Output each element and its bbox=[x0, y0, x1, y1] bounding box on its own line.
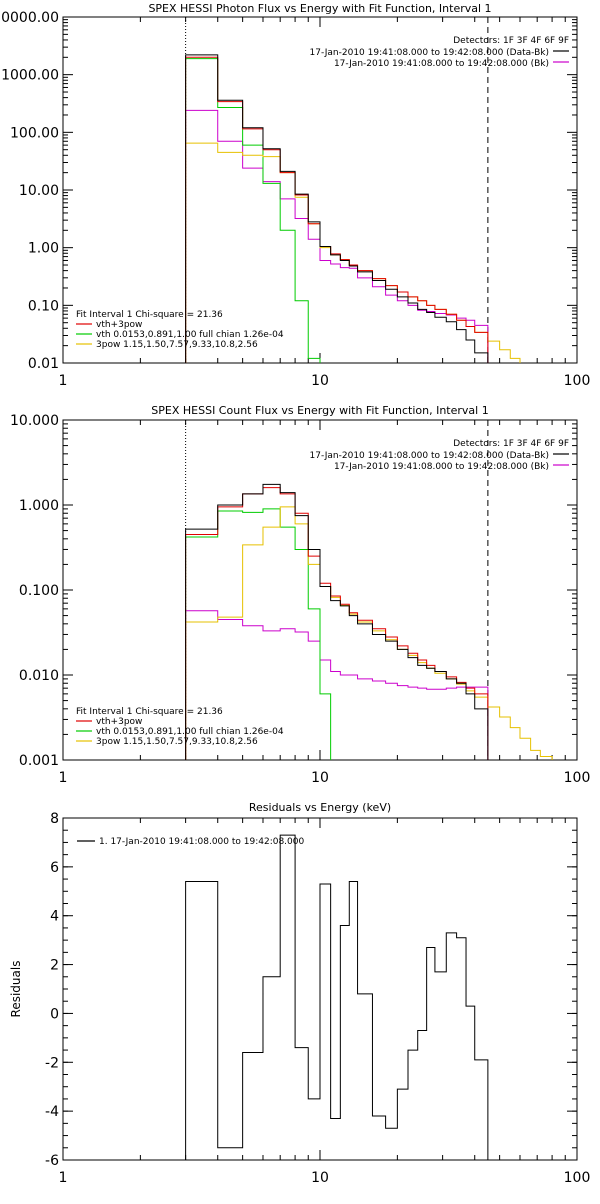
y-tick-label: 1000.00 bbox=[1, 68, 59, 84]
series-power-line bbox=[185, 142, 521, 363]
legend-right-entry-label: 17-Jan-2010 19:41:08.000 to 19:42:08.000… bbox=[310, 48, 549, 58]
series-total-line bbox=[185, 487, 489, 760]
legend-left-entry-label: vth+3pow bbox=[96, 320, 142, 330]
y-tick-label: 1.00 bbox=[28, 241, 59, 257]
series-data-line bbox=[185, 483, 489, 760]
legend-left-entry-label: 3pow 1.15,1.50,7.57,9.33,10.8,2.56 bbox=[96, 340, 258, 350]
legend-left-entry-label: vth+3pow bbox=[96, 717, 142, 727]
y-tick-label: 10.000 bbox=[10, 413, 59, 429]
legend-left-entry-label: vth 0.0153,0.891,1.00 full chian 1.26e-0… bbox=[96, 727, 284, 737]
series-bk-line bbox=[185, 610, 489, 760]
legend-right-entry-label: 17-Jan-2010 19:41:08.000 to 19:42:08.000… bbox=[334, 462, 549, 472]
y-tick-label: -2 bbox=[45, 1055, 59, 1071]
x-tick-label: 100 bbox=[564, 373, 591, 389]
legend-fit-header: Fit Interval 1 Chi-square = 21.36 bbox=[76, 310, 223, 320]
series-bk-line bbox=[185, 109, 489, 363]
y-tick-label: 6 bbox=[50, 860, 59, 876]
legend-left-entry-label: 3pow 1.15,1.50,7.57,9.33,10.8,2.56 bbox=[96, 737, 258, 747]
y-tick-label: 2 bbox=[50, 958, 59, 974]
y-tick-label: 0.100 bbox=[19, 583, 59, 599]
legend-left-entry-label: vth 0.0153,0.891,1.00 full chian 1.26e-0… bbox=[96, 330, 284, 340]
legend-detectors-text: Detectors: 1F 3F 4F 6F 9F bbox=[453, 439, 569, 449]
chart-title: SPEX HESSI Count Flux vs Energy with Fit… bbox=[151, 404, 488, 417]
series-thermal-line bbox=[185, 58, 321, 363]
x-tick-label: 10 bbox=[311, 1170, 329, 1186]
y-tick-label: 4 bbox=[50, 909, 59, 925]
legend-right-entry-label: 17-Jan-2010 19:41:08.000 to 19:42:08.000… bbox=[310, 451, 549, 461]
series-power-line bbox=[185, 506, 553, 760]
chart-panel-1: SPEX HESSI Photon Flux vs Energy with Fi… bbox=[0, 2, 591, 389]
y-tick-label: 100.00 bbox=[10, 125, 59, 141]
x-tick-label: 100 bbox=[564, 770, 591, 786]
y-tick-label: -4 bbox=[45, 1104, 59, 1120]
chart-title: Residuals vs Energy (keV) bbox=[249, 801, 391, 814]
y-tick-label: 0.10 bbox=[28, 298, 59, 314]
legend-fit-header: Fit Interval 1 Chi-square = 21.36 bbox=[76, 707, 223, 717]
legend-left-entry-label: 1. 17-Jan-2010 19:41:08.000 to 19:42:08.… bbox=[99, 837, 304, 847]
chart-panel-3: Residuals vs Energy (keV) Residuals 1 10 100… bbox=[9, 801, 591, 1186]
x-tick-label: 1 bbox=[59, 373, 68, 389]
series-group bbox=[185, 483, 553, 760]
x-tick-label: 10 bbox=[311, 770, 329, 786]
x-tick-label: 100 bbox=[564, 1170, 591, 1186]
series-data-line bbox=[185, 834, 489, 1160]
chart-title: SPEX HESSI Photon Flux vs Energy with Fi… bbox=[148, 2, 491, 15]
y-axis-label: Residuals bbox=[9, 961, 23, 1018]
y-tick-label: 10000.00 bbox=[0, 10, 59, 26]
y-tick-label: 0.010 bbox=[19, 668, 59, 684]
y-tick-label: 0 bbox=[50, 1006, 59, 1022]
x-tick-label: 1 bbox=[59, 1170, 68, 1186]
y-tick-label: -6 bbox=[45, 1153, 59, 1169]
legend-detectors-text: Detectors: 1F 3F 4F 6F 9F bbox=[453, 36, 569, 46]
series-group bbox=[185, 834, 489, 1160]
series-thermal-line bbox=[185, 508, 332, 760]
x-tick-label: 10 bbox=[311, 373, 329, 389]
series-total-line bbox=[185, 56, 489, 363]
series-group bbox=[185, 54, 521, 363]
legend-right-entry-label: 17-Jan-2010 19:41:08.000 to 19:42:08.000… bbox=[334, 59, 549, 69]
x-tick-label: 1 bbox=[59, 770, 68, 786]
y-tick-label: 1.000 bbox=[19, 498, 59, 514]
series-data-line bbox=[185, 54, 489, 363]
y-tick-label: 0.001 bbox=[19, 753, 59, 769]
y-tick-label: 10.00 bbox=[19, 183, 59, 199]
chart-panel-2: SPEX HESSI Count Flux vs Energy with Fit… bbox=[10, 404, 591, 786]
y-tick-label: 0.01 bbox=[28, 356, 59, 372]
y-tick-label: 8 bbox=[50, 811, 59, 827]
